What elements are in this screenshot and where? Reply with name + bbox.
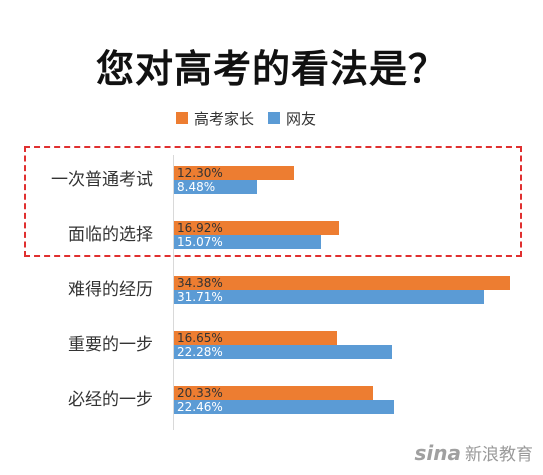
highlight-dashed-box xyxy=(24,146,522,257)
chart-title: 您对高考的看法是？ xyxy=(95,47,447,91)
bar-value-label-parents: 16.92% xyxy=(177,221,223,235)
category-label: 难得的经历 xyxy=(68,280,153,300)
bar-netizens xyxy=(174,290,484,304)
legend-swatch-parents xyxy=(176,112,188,124)
category-label: 面临的选择 xyxy=(68,225,153,245)
bar-netizens xyxy=(174,345,392,359)
bar-parents xyxy=(174,386,373,400)
bar-parents xyxy=(174,166,294,180)
bar-value-label-netizens: 8.48% xyxy=(177,180,216,194)
bar-parents xyxy=(174,221,339,235)
category-label: 必经的一步 xyxy=(68,390,153,410)
bar-value-label-netizens: 31.71% xyxy=(177,290,223,304)
category-label: 重要的一步 xyxy=(68,335,153,355)
legend-swatch-netizens xyxy=(268,112,281,124)
bar-parents xyxy=(174,276,510,290)
watermark-text: 新浪教育 xyxy=(465,445,533,465)
bar-value-label-parents: 12.30% xyxy=(177,166,223,180)
bar-value-label-parents: 16.65% xyxy=(177,331,223,345)
bar-parents xyxy=(174,331,337,345)
bar-netizens xyxy=(174,180,257,194)
bar-value-label-netizens: 15.07% xyxy=(177,235,223,249)
category-label: 一次普通考试 xyxy=(51,170,153,190)
sina-logo: sina xyxy=(414,440,462,465)
category-axis-line xyxy=(173,155,174,430)
bar-netizens xyxy=(174,235,321,249)
legend-label-parents: 高考家长 xyxy=(194,109,255,128)
bar-value-label-parents: 34.38% xyxy=(177,276,223,290)
legend-label-netizens: 网友 xyxy=(286,109,317,128)
bar-netizens xyxy=(174,400,394,414)
watermark: sina 新浪教育 xyxy=(414,440,534,466)
bar-value-label-parents: 20.33% xyxy=(177,386,223,400)
legend-item-netizens: 网友 xyxy=(268,108,316,129)
bar-value-label-netizens: 22.46% xyxy=(177,400,223,414)
legend-item-parents: 高考家长 xyxy=(176,108,254,129)
bar-value-label-netizens: 22.28% xyxy=(177,345,223,359)
chart-legend: 高考家长 网友 xyxy=(176,108,330,128)
